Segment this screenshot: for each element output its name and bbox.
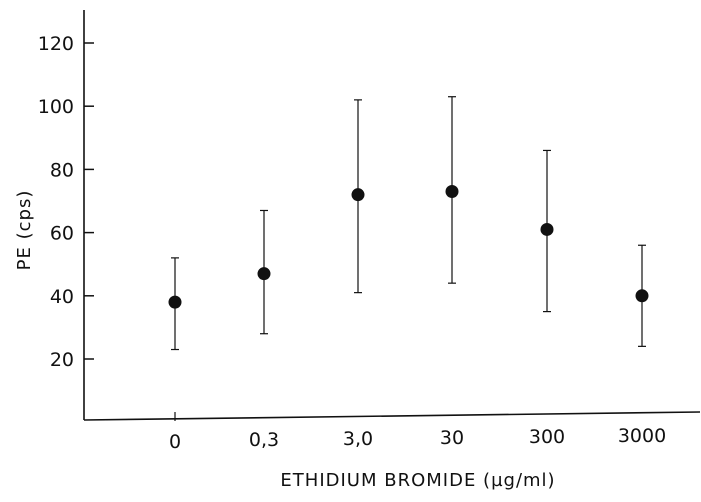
y-axis-ticks: 20 40 60 80 100 120: [38, 33, 94, 371]
y-tick-label: 100: [38, 96, 74, 118]
y-tick-label: 40: [50, 286, 74, 308]
x-axis-line: [83, 411, 701, 421]
error-bars: [171, 96, 646, 351]
data-point: [540, 222, 554, 236]
x-tick-label: 3000: [618, 425, 666, 447]
x-tick-label: 300: [529, 426, 565, 448]
x-tick-label: 0: [169, 431, 181, 453]
data-point: [635, 289, 649, 303]
x-tick-label: 3,0: [343, 428, 373, 450]
y-axis-title: PE (cps): [14, 190, 35, 271]
x-tick-label: 0,3: [249, 429, 279, 451]
data-point: [445, 185, 459, 199]
x-axis-ticks: 0 0,3 3,0 30 300 3000: [169, 412, 666, 453]
y-tick-label: 80: [50, 159, 74, 181]
data-points: [168, 185, 649, 309]
data-point: [257, 267, 271, 281]
y-tick-label: 120: [38, 33, 74, 55]
y-tick-label: 60: [50, 223, 74, 245]
x-axis-title: ETHIDIUM BROMIDE (µg/ml): [280, 470, 555, 491]
x-tick-label: 30: [440, 427, 464, 449]
chart-axes: [83, 10, 701, 421]
data-point: [168, 295, 182, 309]
y-tick-label: 20: [50, 349, 74, 371]
data-point: [351, 188, 365, 202]
